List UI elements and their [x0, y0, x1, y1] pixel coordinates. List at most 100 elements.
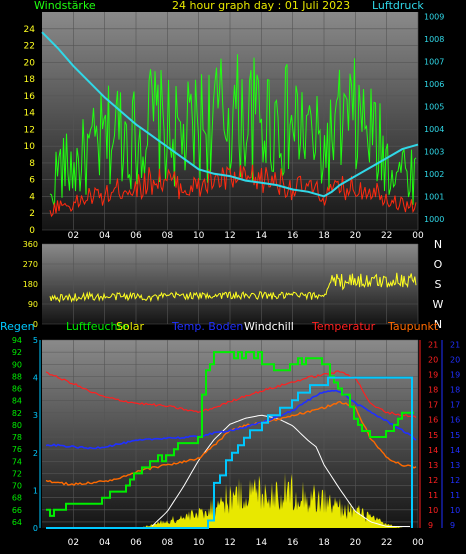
y-tick-label: 12 [24, 125, 35, 135]
y-tick-label: 12 [450, 476, 460, 485]
y-tick-label: 14 [24, 109, 36, 119]
wind-pressure-series [41, 31, 419, 218]
y-tick-label: 14 [450, 446, 460, 455]
y-tick-label: 11 [450, 491, 460, 500]
legend-item: Luftfeuchte [66, 320, 129, 333]
pressure-axis: 1000 1001 1002 1003 1004 1005 1006 1007 1008 1009 [424, 12, 444, 223]
y-tick-label: 1005 [424, 102, 444, 111]
y-tick-label: 8 [29, 159, 35, 169]
y-tick-label: 270 [23, 260, 38, 269]
y-tick-label: 16 [428, 416, 438, 425]
legend-item: Solar [116, 320, 145, 333]
compass-label: N [434, 238, 442, 251]
y-tick-label: 10 [428, 506, 438, 515]
y-tick-label: 24 [24, 25, 36, 35]
y-tick-label: 20 [450, 356, 460, 365]
y-tick-label: 12 [428, 476, 438, 485]
y-tick-label: 18 [428, 386, 438, 395]
compass-label: N [434, 318, 442, 331]
climate-series [42, 351, 418, 529]
series-line-pressure [41, 31, 419, 198]
climate-axes: 6466687072747678808284868890929401234591… [12, 336, 460, 533]
series-line-soil-temp [45, 389, 417, 450]
y-tick-label: 180 [23, 280, 38, 289]
y-tick-label: 1003 [424, 147, 444, 156]
y-tick-label: 5 [33, 336, 38, 345]
series-line-humidity [46, 351, 414, 517]
x-tick-label: 08 [162, 231, 174, 241]
y-tick-label: 78 [12, 433, 22, 442]
series-area-solar [42, 472, 418, 528]
y-tick-label: 0 [29, 226, 35, 236]
y-tick-label: 9 [450, 521, 455, 530]
y-tick-label: 90 [28, 300, 38, 309]
y-tick-label: 80 [12, 421, 22, 430]
x-tick-label: 06 [130, 231, 142, 241]
x-axis-ticks-bottom: 02 04 06 08 10 12 14 16 18 20 22 00 [68, 538, 424, 548]
y-tick-label: 10 [450, 506, 460, 515]
y-tick-label: 15 [428, 431, 438, 440]
legend-item: Temperatur [311, 320, 376, 333]
y-tick-label: 13 [428, 461, 438, 470]
compass-label: O [434, 258, 443, 271]
x-tick-label: 22 [381, 538, 392, 548]
y-tick-label: 82 [12, 409, 22, 418]
y-tick-label: 74 [12, 457, 22, 466]
y-tick-label: 17 [428, 401, 438, 410]
y-tick-label: 90 [12, 360, 22, 369]
x-tick-label: 00 [412, 538, 424, 548]
wind-speed-label: Windstärke [34, 0, 96, 12]
y-tick-label: 18 [450, 386, 460, 395]
series-line-wind-avg [49, 164, 417, 218]
y-tick-label: 21 [428, 341, 438, 350]
y-tick-label: 0 [33, 320, 38, 329]
x-tick-label: 14 [256, 538, 268, 548]
x-tick-label: 12 [224, 231, 235, 241]
y-tick-label: 1000 [424, 215, 444, 224]
y-tick-label: 84 [12, 397, 22, 406]
series-line-rain [46, 376, 413, 529]
y-tick-label: 1007 [424, 57, 444, 66]
y-tick-label: 72 [12, 469, 22, 478]
x-tick-label: 06 [130, 538, 142, 548]
legend-item: Taupunkt [387, 320, 439, 333]
series-line-windchill [151, 414, 410, 527]
x-tick-label: 10 [193, 538, 205, 548]
y-tick-label: 92 [12, 348, 22, 357]
x-tick-label: 22 [381, 231, 392, 241]
y-tick-label: 20 [428, 356, 438, 365]
x-tick-label: 04 [99, 538, 111, 548]
y-tick-label: 1004 [424, 125, 444, 134]
x-tick-label: 14 [256, 231, 268, 241]
wind-direction-gridlines [42, 243, 419, 325]
y-tick-label: 0 [33, 524, 38, 533]
x-tick-label: 20 [350, 231, 362, 241]
y-tick-label: 94 [12, 336, 22, 345]
y-tick-label: 17 [450, 401, 460, 410]
series-line-wind-direction [49, 272, 417, 303]
x-tick-label: 02 [68, 538, 79, 548]
y-tick-label: 16 [450, 416, 460, 425]
y-tick-label: 68 [12, 494, 22, 503]
y-tick-label: 18 [24, 75, 36, 85]
y-tick-label: 10 [24, 142, 36, 152]
y-tick-label: 20 [24, 58, 36, 68]
y-tick-label: 86 [12, 385, 22, 394]
y-tick-label: 19 [428, 371, 438, 380]
x-tick-label: 18 [318, 231, 330, 241]
y-tick-label: 4 [33, 374, 38, 383]
y-tick-label: 1 [33, 486, 38, 495]
x-axis-ticks-top: 02 04 06 08 10 12 14 16 18 20 22 00 [68, 231, 424, 241]
legend-item: Windchill [244, 320, 294, 333]
legend-item: Regen [0, 320, 35, 333]
y-tick-label: 2 [29, 209, 35, 219]
y-tick-label: 11 [428, 491, 438, 500]
y-tick-label: 360 [23, 240, 38, 249]
y-tick-label: 21 [450, 341, 460, 350]
x-tick-label: 18 [318, 538, 330, 548]
y-tick-label: 22 [24, 42, 35, 52]
